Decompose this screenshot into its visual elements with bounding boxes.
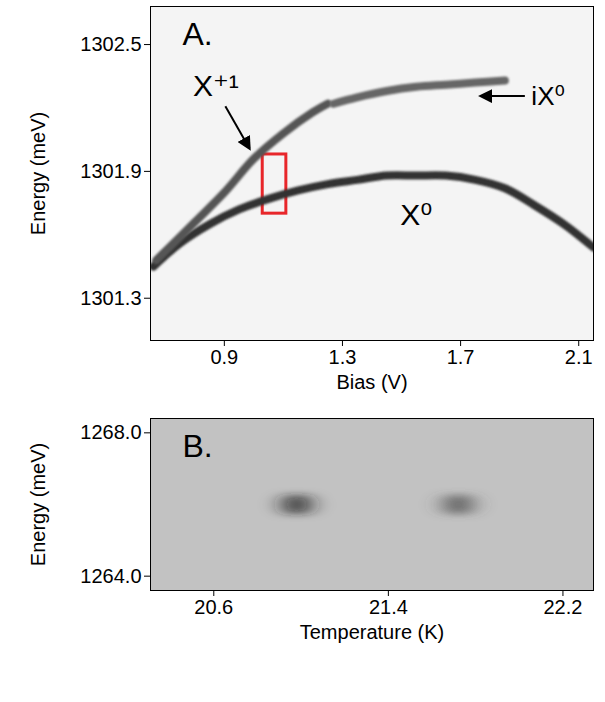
svg-text:Bias (V): Bias (V) [336,371,407,393]
svg-text:Energy (meV): Energy (meV) [27,443,49,566]
svg-text:0.9: 0.9 [210,346,238,368]
svg-text:B.: B. [183,428,213,464]
svg-text:1302.5: 1302.5 [80,33,141,55]
svg-text:21.4: 21.4 [369,596,408,618]
svg-text:1268.0: 1268.0 [80,421,141,443]
svg-text:22.2: 22.2 [543,596,582,618]
svg-text:iX⁰: iX⁰ [531,81,565,111]
svg-text:X⁺¹: X⁺¹ [193,69,239,102]
svg-text:A.: A. [183,16,213,52]
svg-text:1.7: 1.7 [447,346,475,368]
svg-text:1.3: 1.3 [329,346,357,368]
svg-text:X⁰: X⁰ [400,198,432,231]
svg-text:1301.3: 1301.3 [80,287,141,309]
svg-text:2.1: 2.1 [565,346,593,368]
svg-text:Temperature (K): Temperature (K) [300,621,445,643]
svg-text:1301.9: 1301.9 [80,160,141,182]
svg-text:1264.0: 1264.0 [80,565,141,587]
svg-text:Energy (meV): Energy (meV) [27,112,49,235]
svg-text:20.6: 20.6 [194,596,233,618]
